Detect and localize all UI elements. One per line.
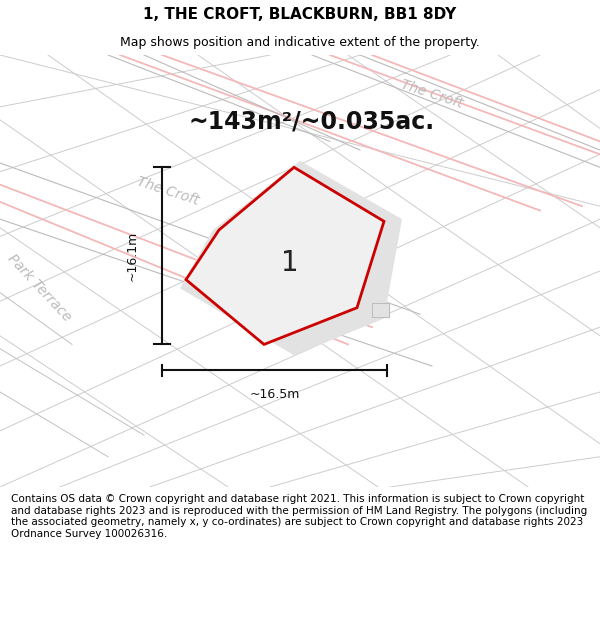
Text: 1: 1 (281, 249, 299, 277)
Text: ~16.5m: ~16.5m (250, 388, 299, 401)
Text: 1, THE CROFT, BLACKBURN, BB1 8DY: 1, THE CROFT, BLACKBURN, BB1 8DY (143, 8, 457, 22)
Text: ~143m²/~0.035ac.: ~143m²/~0.035ac. (189, 110, 435, 134)
Text: The Croft: The Croft (399, 78, 465, 111)
Polygon shape (180, 161, 402, 355)
Text: Contains OS data © Crown copyright and database right 2021. This information is : Contains OS data © Crown copyright and d… (11, 494, 587, 539)
Text: Park Terrace: Park Terrace (4, 252, 74, 324)
Polygon shape (186, 168, 384, 344)
Text: The Croft: The Croft (135, 174, 201, 208)
Text: ~16.1m: ~16.1m (125, 231, 139, 281)
Polygon shape (372, 303, 389, 318)
Text: Map shows position and indicative extent of the property.: Map shows position and indicative extent… (120, 36, 480, 49)
